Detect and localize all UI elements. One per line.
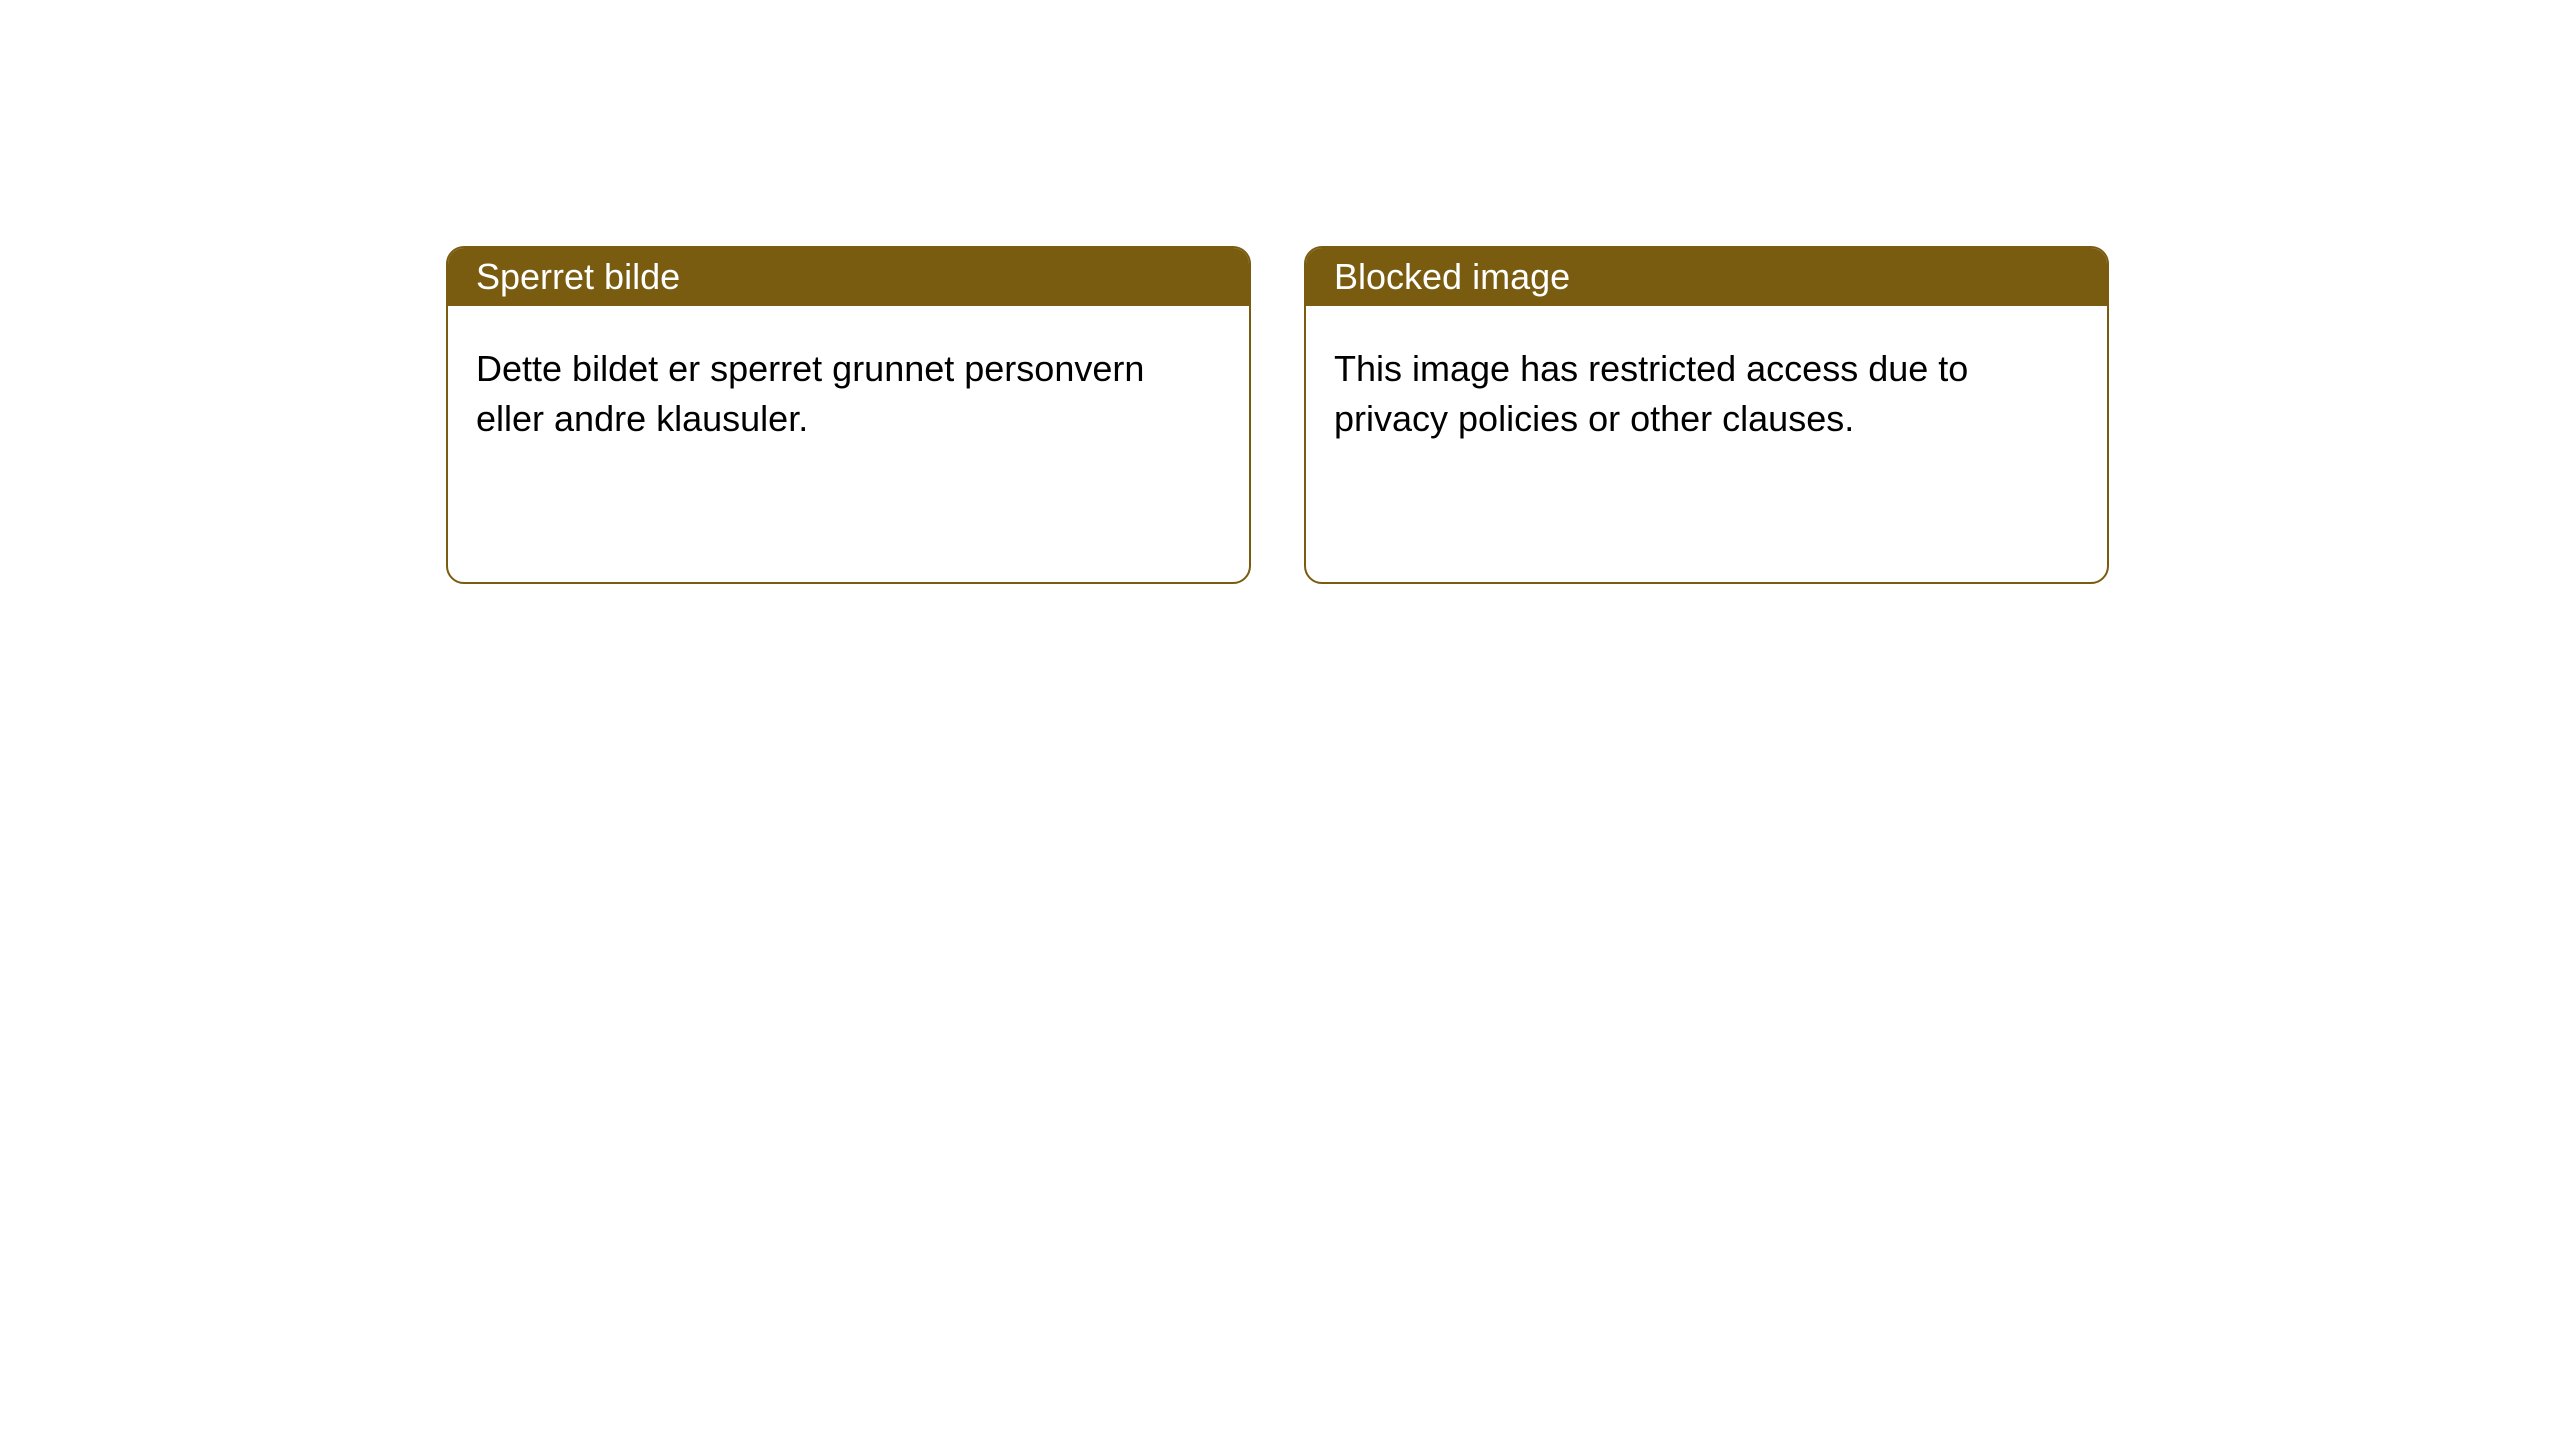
card-body-english: This image has restricted access due to … (1306, 306, 2107, 483)
card-title: Blocked image (1334, 256, 1570, 298)
card-body-norwegian: Dette bildet er sperret grunnet personve… (448, 306, 1249, 483)
card-header-norwegian: Sperret bilde (448, 248, 1249, 306)
card-header-english: Blocked image (1306, 248, 2107, 306)
card-body-text: Dette bildet er sperret grunnet personve… (476, 348, 1144, 439)
notice-card-norwegian: Sperret bilde Dette bildet er sperret gr… (446, 246, 1251, 584)
card-body-text: This image has restricted access due to … (1334, 348, 1968, 439)
notice-card-english: Blocked image This image has restricted … (1304, 246, 2109, 584)
card-title: Sperret bilde (476, 256, 680, 298)
notice-cards-container: Sperret bilde Dette bildet er sperret gr… (446, 246, 2560, 584)
